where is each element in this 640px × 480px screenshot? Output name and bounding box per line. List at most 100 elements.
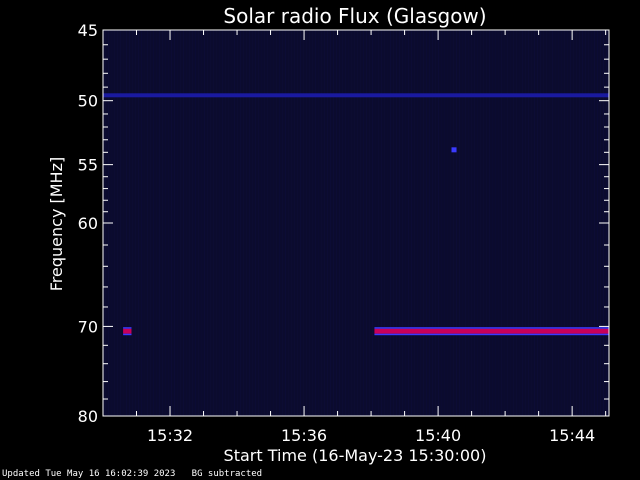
noise-streak (132, 30, 133, 416)
noise-streak (486, 30, 487, 416)
noise-streak (327, 30, 328, 416)
noise-streak (465, 30, 466, 416)
noise-streak (375, 30, 376, 416)
noise-streak (282, 30, 283, 416)
noise-streak (339, 30, 340, 416)
noise-streak (453, 30, 454, 416)
noise-streak (213, 30, 214, 416)
noise-streak (231, 30, 232, 416)
noise-streak (522, 30, 523, 416)
noise-streak (396, 30, 397, 416)
chart-title: Solar radio Flux (Glasgow) (223, 4, 486, 28)
noise-streak (567, 30, 568, 416)
noise-streak (321, 30, 322, 416)
y-tick-label: 70 (78, 317, 98, 336)
noise-streak (441, 30, 442, 416)
noise-streak (480, 30, 481, 416)
noise-streak (459, 30, 460, 416)
noise-streak (189, 30, 190, 416)
noise-streak (354, 30, 355, 416)
noise-streak (432, 30, 433, 416)
feature-band (374, 328, 609, 334)
noise-streak (513, 30, 514, 416)
noise-streak (228, 30, 229, 416)
noise-streak (294, 30, 295, 416)
plot-background (103, 30, 609, 416)
noise-streak (276, 30, 277, 416)
noise-streak (489, 30, 490, 416)
noise-streak (528, 30, 529, 416)
noise-streak (468, 30, 469, 416)
y-axis-label: Frequency [MHz] (47, 157, 66, 291)
noise-streak (333, 30, 334, 416)
feature-band-edge (374, 327, 609, 329)
noise-streak (126, 30, 127, 416)
noise-streak (450, 30, 451, 416)
noise-streak (405, 30, 406, 416)
noise-streak (411, 30, 412, 416)
noise-streak (123, 30, 124, 416)
noise-streak (429, 30, 430, 416)
noise-streak (300, 30, 301, 416)
noise-streak (570, 30, 571, 416)
noise-streak (372, 30, 373, 416)
y-tick-label: 45 (78, 21, 98, 40)
noise-streak (414, 30, 415, 416)
updated-timestamp: Updated Tue May 16 16:02:39 2023 (2, 469, 176, 479)
noise-streak (546, 30, 547, 416)
noise-streak (156, 30, 157, 416)
noise-streak (447, 30, 448, 416)
noise-streak (291, 30, 292, 416)
noise-streak (201, 30, 202, 416)
noise-streak (273, 30, 274, 416)
noise-streak (261, 30, 262, 416)
noise-streak (270, 30, 271, 416)
y-tick-label: 55 (78, 156, 98, 175)
y-tick-label: 60 (78, 214, 98, 233)
x-tick-label: 15:40 (415, 426, 461, 445)
footer: Updated Tue May 16 16:02:39 2023 BG subt… (2, 469, 262, 479)
noise-streak (543, 30, 544, 416)
noise-streak (315, 30, 316, 416)
noise-streak (168, 30, 169, 416)
noise-streak (498, 30, 499, 416)
noise-streak (210, 30, 211, 416)
noise-streak (594, 30, 595, 416)
noise-streak (174, 30, 175, 416)
noise-streak (120, 30, 121, 416)
noise-streak (258, 30, 259, 416)
noise-streak (579, 30, 580, 416)
feature-band-edge (123, 327, 132, 329)
noise-streak (387, 30, 388, 416)
noise-streak (318, 30, 319, 416)
noise-streak (507, 30, 508, 416)
noise-streak (279, 30, 280, 416)
noise-streak (402, 30, 403, 416)
noise-streak (435, 30, 436, 416)
noise-streak (234, 30, 235, 416)
noise-streak (252, 30, 253, 416)
x-tick-label: 15:36 (281, 426, 327, 445)
noise-streak (537, 30, 538, 416)
noise-streak (240, 30, 241, 416)
feature-2 (374, 327, 609, 336)
noise-streak (417, 30, 418, 416)
feature-band (123, 328, 132, 334)
noise-streak (378, 30, 379, 416)
noise-streak (342, 30, 343, 416)
noise-streak (180, 30, 181, 416)
noise-streak (534, 30, 535, 416)
y-tick-label: 80 (78, 407, 98, 426)
noise-streak (423, 30, 424, 416)
noise-streak (306, 30, 307, 416)
noise-streak (363, 30, 364, 416)
noise-streak (420, 30, 421, 416)
feature-band-edge (123, 333, 132, 336)
x-tick-label: 15:32 (147, 426, 193, 445)
noise-streak (264, 30, 265, 416)
noise-streak (267, 30, 268, 416)
noise-streak (555, 30, 556, 416)
noise-streak (144, 30, 145, 416)
noise-streak (492, 30, 493, 416)
